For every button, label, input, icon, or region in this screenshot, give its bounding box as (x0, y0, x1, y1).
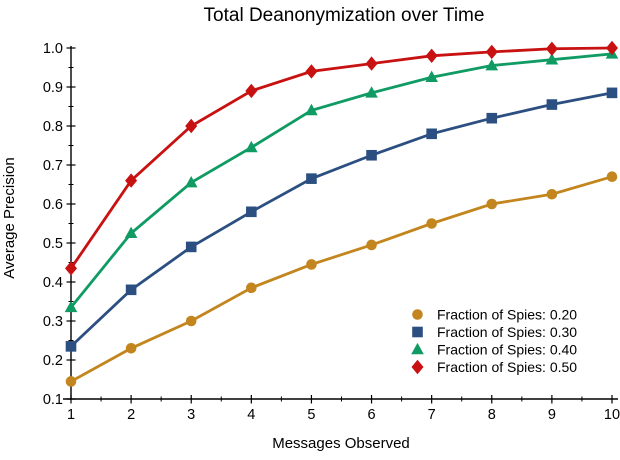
series-line-2 (69, 52, 613, 309)
legend-label: Fraction of Spies: 0.50 (437, 359, 577, 375)
series-0-circle-marker (65, 376, 77, 387)
chart-title: Total Deanonymization over Time (204, 5, 485, 26)
series-1-square-marker (486, 112, 498, 124)
x-tick-label: 4 (247, 407, 255, 423)
x-tick-label: 3 (187, 407, 195, 423)
series-line-0 (70, 175, 613, 383)
series-0-circle-marker (185, 315, 197, 327)
legend-label: Fraction of Spies: 0.40 (437, 342, 577, 358)
y-tick-label: 0.2 (43, 353, 63, 369)
series-3-diamond-marker (485, 44, 498, 60)
axes-layer: 1 2 3 4 5 6 7 8 9 10 0.1 0.2 0.3 0.4 0.5 0.6 0.7 0.8 0.9 1.… (43, 41, 620, 423)
series-1-square-marker (125, 284, 137, 296)
series-3-diamond-marker (185, 118, 198, 134)
series-0-circle-marker (125, 343, 137, 354)
y-tick-label: 0.3 (43, 314, 63, 330)
series-2-triangle-marker (545, 53, 559, 65)
y-tick-label: 0.9 (43, 80, 63, 96)
series-1-square-marker (426, 128, 437, 140)
series-1-square-marker (366, 149, 377, 161)
series-0-circle-marker (246, 282, 257, 294)
legend-item: Fraction of Spies: 0.30 (412, 324, 577, 340)
y-tick-label: 0.4 (43, 275, 63, 291)
y-tick-label: 0.8 (43, 119, 63, 135)
series-3-diamond-marker (545, 41, 558, 56)
series-line-3 (69, 46, 613, 270)
series-0-circle-marker (426, 218, 437, 229)
y-axis-label: Average Precision (1, 157, 18, 278)
series-line-1 (70, 91, 613, 348)
series-2-triangle-marker (124, 226, 138, 239)
series-0-circle-marker (306, 259, 317, 270)
x-tick-label: 2 (127, 407, 135, 423)
series-3-diamond-marker (65, 261, 77, 276)
series-3-diamond-marker (605, 40, 618, 56)
series-0-circle-marker (606, 171, 618, 182)
x-tick-label: 10 (604, 407, 620, 423)
legend-label: Fraction of Spies: 0.20 (437, 307, 577, 323)
y-tick-label: 0.6 (43, 197, 63, 213)
series-1-square-marker (65, 341, 77, 352)
x-tick-label: 1 (67, 407, 75, 423)
legend-label: Fraction of Spies: 0.30 (437, 324, 577, 340)
x-tick-label: 9 (548, 407, 556, 423)
series-0-circle-marker (486, 198, 498, 210)
legend-item: Fraction of Spies: 0.40 (411, 342, 577, 358)
series-0 (65, 171, 618, 387)
series-2-triangle-marker (305, 103, 318, 116)
series-3 (65, 40, 618, 276)
y-tick-label: 0.1 (43, 392, 63, 408)
series-1-square-marker (546, 99, 558, 110)
series-1-square-marker (606, 87, 618, 99)
series-2-triangle-marker (245, 140, 258, 153)
series-2 (64, 47, 619, 313)
series-2-triangle-marker (64, 300, 78, 313)
series-3-diamond-marker (425, 48, 438, 63)
x-tick-label: 8 (488, 407, 496, 423)
series-2-triangle-marker (425, 70, 438, 83)
series-3-diamond-marker (305, 64, 318, 79)
legend-diamond-marker (411, 359, 424, 375)
series-1 (65, 87, 618, 352)
series-3-diamond-marker (245, 83, 258, 99)
x-tick-label: 7 (428, 407, 436, 423)
series-2-triangle-marker (485, 58, 499, 71)
legend-item: Fraction of Spies: 0.50 (411, 359, 577, 375)
series-1-square-marker (185, 241, 197, 253)
series-2-triangle-marker (365, 86, 378, 98)
legend-circle-marker (412, 309, 423, 320)
y-tick-label: 0.5 (43, 236, 63, 252)
series-0-circle-marker (546, 188, 558, 200)
x-tick-label: 6 (368, 407, 376, 423)
y-tick-label: 1.0 (43, 41, 63, 57)
legend-item: Fraction of Spies: 0.20 (412, 307, 577, 323)
legend-square-marker (412, 326, 423, 338)
series-layer (64, 40, 619, 387)
x-tick-label: 5 (307, 407, 315, 423)
series-2-triangle-marker (184, 175, 198, 188)
x-axis-label: Messages Observed (272, 435, 410, 452)
series-1-square-marker (246, 206, 257, 218)
y-tick-label: 0.7 (43, 158, 63, 174)
series-1-square-marker (306, 173, 317, 184)
legend-triangle-marker (411, 342, 424, 355)
series-3-diamond-marker (125, 173, 138, 188)
series-3-diamond-marker (365, 56, 378, 71)
series-0-circle-marker (366, 239, 377, 251)
